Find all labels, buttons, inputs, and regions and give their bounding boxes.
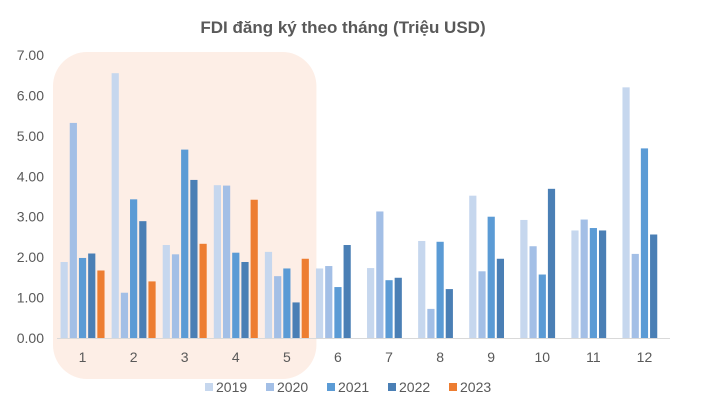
legend-label-2019: 2019 xyxy=(216,379,247,395)
bar-2021-2 xyxy=(130,199,138,338)
x-tick-label: 7 xyxy=(385,349,393,365)
bar-2022-8 xyxy=(445,289,453,338)
bar-2020-5 xyxy=(274,276,282,338)
x-tick-label: 6 xyxy=(334,349,342,365)
legend-swatch-2019 xyxy=(205,383,213,391)
y-tick-label: 1.00 xyxy=(17,290,44,306)
bar-2022-11 xyxy=(598,230,607,338)
bar-2022-7 xyxy=(394,277,402,338)
bar-2019-10 xyxy=(520,219,528,338)
bar-2022-10 xyxy=(547,188,556,338)
legend-label-2020: 2020 xyxy=(277,379,308,395)
axis-layer: 0.001.002.003.004.005.006.007.001 2 3 4 5 6 7 8… xyxy=(17,47,653,365)
legend-label-2023: 2023 xyxy=(460,379,491,395)
bar-2021-3 xyxy=(181,149,189,338)
bar-2021-12 xyxy=(640,148,649,338)
bar-2023-3 xyxy=(199,243,207,338)
bar-2021-1 xyxy=(78,257,87,338)
bars-layer xyxy=(60,73,658,338)
legend-swatch-2020 xyxy=(266,383,274,391)
legend: 2019 2020 2021 2022 2023 xyxy=(205,379,491,395)
bar-2022-2 xyxy=(139,221,147,338)
bar-2021-5 xyxy=(283,268,291,338)
x-tick-label: 3 xyxy=(181,349,189,365)
bar-2020-12 xyxy=(631,253,639,338)
x-tick-label: 8 xyxy=(436,349,444,365)
y-tick-label: 7.00 xyxy=(17,47,44,63)
y-tick-label: 0.00 xyxy=(17,330,44,346)
chart-title: FDI đăng ký theo tháng (Triệu USD) xyxy=(200,18,485,37)
bar-2021-7 xyxy=(385,280,393,338)
bar-2020-2 xyxy=(120,292,129,338)
bar-2019-8 xyxy=(418,240,426,338)
x-tick-label: 12 xyxy=(637,349,653,365)
bar-2021-11 xyxy=(589,228,597,338)
bar-2019-11 xyxy=(571,230,579,338)
bar-2020-1 xyxy=(69,122,77,338)
legend-label-2022: 2022 xyxy=(399,379,430,395)
bar-2019-4 xyxy=(213,185,221,338)
bar-2021-8 xyxy=(436,241,444,338)
bar-2020-9 xyxy=(478,271,486,338)
bar-2020-3 xyxy=(171,254,180,338)
x-tick-label: 9 xyxy=(487,349,495,365)
legend-label-2021: 2021 xyxy=(338,379,369,395)
legend-swatch-2023 xyxy=(449,383,457,391)
bar-2020-7 xyxy=(376,211,384,338)
legend-swatch-2022 xyxy=(388,383,396,391)
bar-2019-7 xyxy=(367,268,375,338)
y-tick-label: 2.00 xyxy=(17,249,44,265)
x-tick-label: 1 xyxy=(79,349,87,365)
bar-2022-1 xyxy=(88,253,96,338)
bar-2020-10 xyxy=(529,246,537,338)
legend-swatch-2021 xyxy=(327,383,335,391)
x-tick-label: 2 xyxy=(130,349,138,365)
bar-2019-9 xyxy=(469,195,477,338)
bar-2022-12 xyxy=(650,234,658,338)
bar-2021-6 xyxy=(334,287,342,338)
bar-2019-12 xyxy=(622,87,630,338)
bar-2019-3 xyxy=(162,245,170,338)
bar-2019-1 xyxy=(60,261,68,338)
x-tick-label: 5 xyxy=(283,349,291,365)
bar-2022-4 xyxy=(241,261,249,338)
bar-2023-2 xyxy=(148,281,156,338)
y-tick-label: 6.00 xyxy=(17,87,44,103)
bar-2020-4 xyxy=(222,185,231,338)
bar-2021-10 xyxy=(538,274,546,338)
y-tick-label: 4.00 xyxy=(17,168,44,184)
bar-2020-11 xyxy=(580,219,588,338)
y-tick-label: 3.00 xyxy=(17,209,44,225)
bar-2023-5 xyxy=(301,258,309,338)
bar-2021-9 xyxy=(487,216,495,338)
bar-2022-5 xyxy=(292,302,300,338)
bar-2022-3 xyxy=(190,179,198,338)
bar-2019-5 xyxy=(264,251,273,338)
y-tick-label: 5.00 xyxy=(17,128,44,144)
bar-2019-2 xyxy=(111,73,119,338)
x-tick-label: 10 xyxy=(535,349,551,365)
bar-2020-8 xyxy=(427,308,435,338)
bar-2023-4 xyxy=(250,199,258,338)
bar-2023-1 xyxy=(97,270,105,338)
x-tick-label: 4 xyxy=(232,349,240,365)
bar-2020-6 xyxy=(325,266,333,338)
x-tick-label: 11 xyxy=(586,349,601,365)
bar-2019-6 xyxy=(315,268,324,338)
bar-2022-6 xyxy=(343,245,351,338)
bar-2022-9 xyxy=(496,258,505,338)
bar-2021-4 xyxy=(232,252,240,338)
